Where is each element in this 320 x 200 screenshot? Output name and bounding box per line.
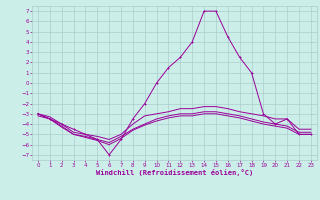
X-axis label: Windchill (Refroidissement éolien,°C): Windchill (Refroidissement éolien,°C): [96, 169, 253, 176]
